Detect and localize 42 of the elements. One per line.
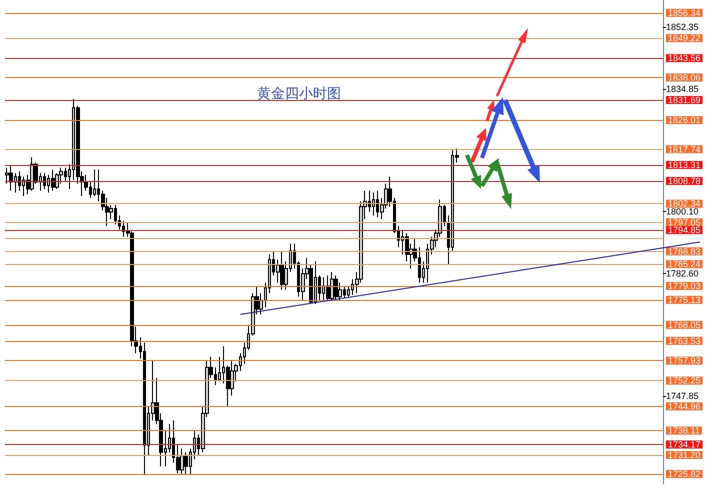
ref-line-label: 1752.25 (668, 376, 701, 386)
ref-line-label: 1788.83 (668, 246, 701, 256)
ref-line-label: 1779.03 (668, 281, 701, 292)
candlestick (280, 250, 284, 290)
ref-line-label: 1843.56 (668, 53, 701, 64)
candlestick (326, 275, 330, 301)
candlestick (334, 275, 338, 301)
candlestick (30, 156, 34, 192)
candlestick (372, 192, 375, 216)
ref-line-label: 1808.78 (668, 176, 701, 186)
ref-line-label: 1831.69 (668, 95, 701, 106)
y-tick-label: 1782.60 (666, 268, 699, 278)
ref-line-label: 1802.34 (668, 198, 701, 209)
ref-line-label: 1734.17 (668, 440, 701, 450)
candlestick (184, 452, 188, 476)
candlestick (330, 272, 334, 301)
ref-line-label: 1744.96 (668, 401, 701, 412)
ref-line-label: 1731.20 (668, 450, 701, 460)
y-tick-label: 1800.10 (666, 206, 699, 217)
candlestick (180, 448, 184, 476)
ref-line-label: 1757.93 (668, 356, 701, 366)
ref-line-label: 1797.05 (668, 217, 701, 228)
ref-line-label: 1785.24 (668, 259, 701, 270)
ref-line-label: 1826.01 (668, 115, 701, 126)
candlestick (9, 166, 13, 192)
ref-line-label: 1813.31 (668, 160, 701, 170)
ref-line-label: 1794.85 (668, 225, 701, 236)
ref-line-label: 1817.74 (668, 144, 701, 154)
y-tick-label: 1747.85 (666, 391, 699, 402)
ref-line-label: 1849.22 (668, 33, 701, 44)
ref-line-label: 1725.82 (668, 469, 701, 480)
ref-line-label: 1775.13 (668, 294, 701, 305)
ref-line-label: 1763.53 (668, 336, 701, 346)
ref-line-label: 1856.34 (668, 8, 701, 18)
ref-line-label: 1768.05 (668, 320, 701, 330)
candlestick (43, 172, 46, 190)
ref-line-label: 1838.06 (668, 72, 701, 83)
candlestick (51, 169, 55, 192)
y-tick-label: 1852.35 (666, 22, 699, 32)
text: 黄金四小时图 (257, 86, 341, 102)
ref-line-label: 1738.11 (668, 426, 700, 436)
y-tick-label: 1834.85 (666, 84, 699, 94)
